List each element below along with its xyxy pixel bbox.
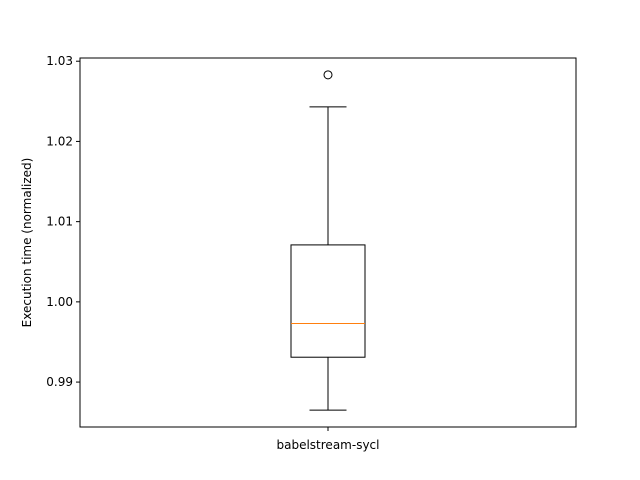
- y-tick-label: 1.01: [46, 215, 73, 229]
- x-tick-label: babelstream-sycl: [277, 438, 380, 452]
- y-tick-label: 1.00: [46, 295, 73, 309]
- y-axis-label: Execution time (normalized): [20, 158, 34, 328]
- x-axis: babelstream-sycl: [277, 427, 380, 452]
- plot-area: [290, 70, 366, 411]
- y-tick-label: 1.03: [46, 54, 73, 68]
- outlier-point: [323, 70, 333, 80]
- y-tick-label: 1.02: [46, 134, 73, 148]
- y-tick-label: 0.99: [46, 375, 73, 389]
- y-axis: 0.99 1.00 1.01 1.02 1.03: [46, 54, 80, 389]
- iqr-box: [290, 244, 366, 358]
